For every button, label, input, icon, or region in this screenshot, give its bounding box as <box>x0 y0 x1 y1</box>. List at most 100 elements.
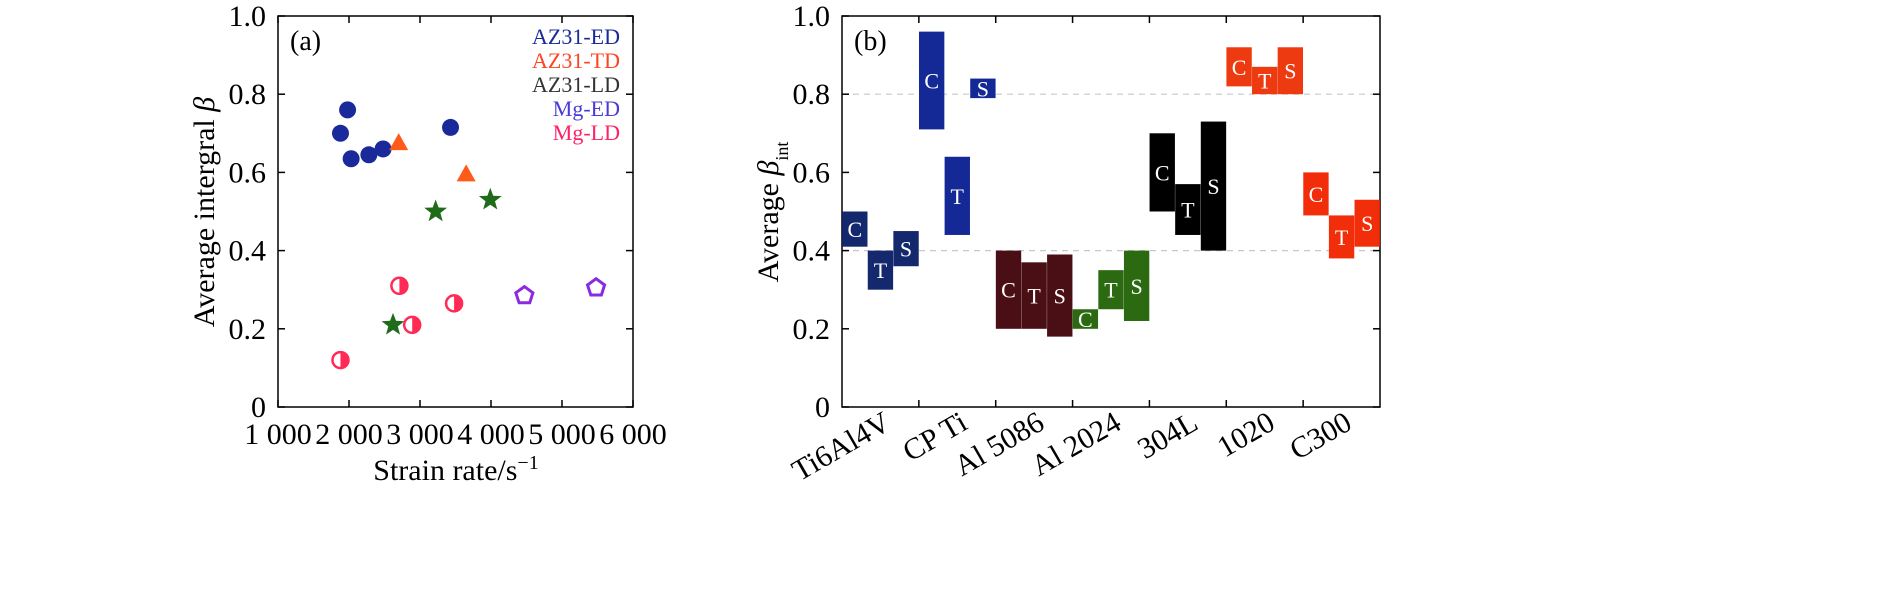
bar-label: C <box>924 69 939 94</box>
panel-a-y-axis-title: Average intergral β <box>188 97 221 327</box>
bar-label: T <box>1258 69 1272 94</box>
floating-bar <box>1098 270 1124 310</box>
bar-label: T <box>1104 278 1118 303</box>
bar-label: S <box>977 76 989 101</box>
legend-entry-mg-ed: Mg-ED <box>553 96 620 121</box>
floating-bar <box>1303 172 1329 216</box>
legend-entry-mg-ld: Mg-LD <box>553 120 620 145</box>
half-circle-fill <box>340 352 349 369</box>
y-tick-label: 0.8 <box>229 78 267 111</box>
bar-label: S <box>1054 284 1066 309</box>
y-tick-label: 0.6 <box>229 156 267 189</box>
x-tick-label: 6 000 <box>599 418 667 451</box>
y-tick-label: 1.0 <box>229 0 267 33</box>
bar-label: S <box>1207 174 1219 199</box>
x-tick-label: 1 000 <box>244 418 312 451</box>
bar-label: C <box>1155 160 1170 185</box>
floating-bar <box>970 78 996 99</box>
y-tick-label: 0 <box>815 391 830 424</box>
y-tick-label: 0.2 <box>793 313 831 346</box>
floating-bar <box>1175 184 1201 235</box>
bar-label: C <box>847 217 862 242</box>
floating-bar <box>893 231 919 267</box>
data-point-az31-ed <box>339 101 357 119</box>
floating-bar <box>1021 262 1047 329</box>
half-circle-fill <box>399 277 408 294</box>
bar-label: S <box>1130 274 1142 299</box>
panel-a-label: (a) <box>290 26 321 57</box>
floating-bar <box>918 31 945 130</box>
x-tick-label: 5 000 <box>528 418 596 451</box>
floating-bar <box>995 250 1022 329</box>
floating-bar <box>1328 215 1355 259</box>
floating-bar <box>1277 47 1304 95</box>
bar-label: S <box>1361 211 1373 236</box>
panel-a-x-axis-title: Strain rate/s−1 <box>373 452 538 487</box>
data-point-mg-ed <box>514 284 535 305</box>
floating-bar <box>867 250 894 290</box>
floating-bar <box>1047 254 1073 337</box>
bar-label: T <box>951 184 965 209</box>
bar-label: S <box>1284 59 1296 84</box>
data-point-az31-td <box>389 133 409 151</box>
y-tick-label: 0.4 <box>229 235 267 268</box>
data-point-az31-ed <box>360 146 378 164</box>
floating-bar <box>1354 199 1380 247</box>
data-point-mg-ld <box>444 294 464 313</box>
data-point-az31-ld <box>478 187 502 210</box>
panel-b-y-axis-title: Average βint <box>752 142 792 283</box>
data-point-mg-ed <box>585 276 607 297</box>
y-tick-label: 0.2 <box>229 313 267 346</box>
floating-bar <box>842 211 868 247</box>
panel-a-scatter-chart: 1 000 2 000 3 000 4 000 5 000 6 000 0 0.2 0.4 0.6… <box>188 0 667 487</box>
x-category-label: Al 2024 <box>1026 405 1127 482</box>
floating-bar <box>1072 309 1099 329</box>
data-point-az31-ed <box>374 140 392 158</box>
x-tick-label: 4 000 <box>457 418 525 451</box>
x-category-label: C300 <box>1284 405 1357 466</box>
x-tick-label: 2 000 <box>315 418 383 451</box>
data-point-az31-ed <box>342 150 360 168</box>
bar-label: C <box>1309 182 1324 207</box>
legend-entry-az31-td: AZ31-TD <box>532 48 620 73</box>
data-point-mg-ld <box>390 276 409 296</box>
y-tick-label: 0.4 <box>793 235 831 268</box>
panel-a-plot-frame <box>277 15 634 408</box>
data-point-mg-ld <box>402 315 422 335</box>
floating-bar <box>1226 47 1252 87</box>
floating-bar <box>1252 66 1278 95</box>
panel-b-label: (b) <box>854 26 887 57</box>
half-circle-fill <box>412 316 421 333</box>
bar-label: C <box>1001 278 1016 303</box>
x-category-label: Ti6Al4V <box>787 405 897 487</box>
y-tick-label: 0 <box>251 391 266 424</box>
y-tick-label: 0.6 <box>793 156 831 189</box>
floating-bar <box>1200 121 1227 251</box>
y-tick-label: 0.8 <box>793 78 831 111</box>
half-circle-fill <box>454 295 463 312</box>
y-tick-label: 1.0 <box>793 0 831 33</box>
data-point-az31-ld <box>424 199 447 222</box>
bar-label: T <box>874 258 888 283</box>
bar-label: T <box>1335 225 1349 250</box>
bar-label: S <box>900 237 912 262</box>
bar-label: T <box>1027 284 1041 309</box>
bar-label: C <box>1078 307 1093 332</box>
x-category-label: 304L <box>1132 405 1203 465</box>
bar-label: C <box>1232 55 1247 80</box>
data-point-mg-ld <box>331 350 350 370</box>
floating-bar <box>1149 133 1175 212</box>
data-point-az31-td <box>456 164 476 182</box>
legend-entry-az31-ld: AZ31-LD <box>532 72 620 97</box>
data-point-az31-ld <box>381 312 405 335</box>
floating-bar <box>944 156 970 235</box>
panel-b-plot-frame <box>841 15 1381 408</box>
panel-a-plot-area: 1 000 2 000 3 000 4 000 5 000 6 000 0 0.2 0.4 0.6… <box>229 0 667 451</box>
legend-entry-az31-ed: AZ31-ED <box>532 24 620 49</box>
data-point-az31-ed <box>442 118 460 136</box>
x-tick-label: 3 000 <box>386 418 454 451</box>
bar-label: T <box>1181 198 1195 223</box>
